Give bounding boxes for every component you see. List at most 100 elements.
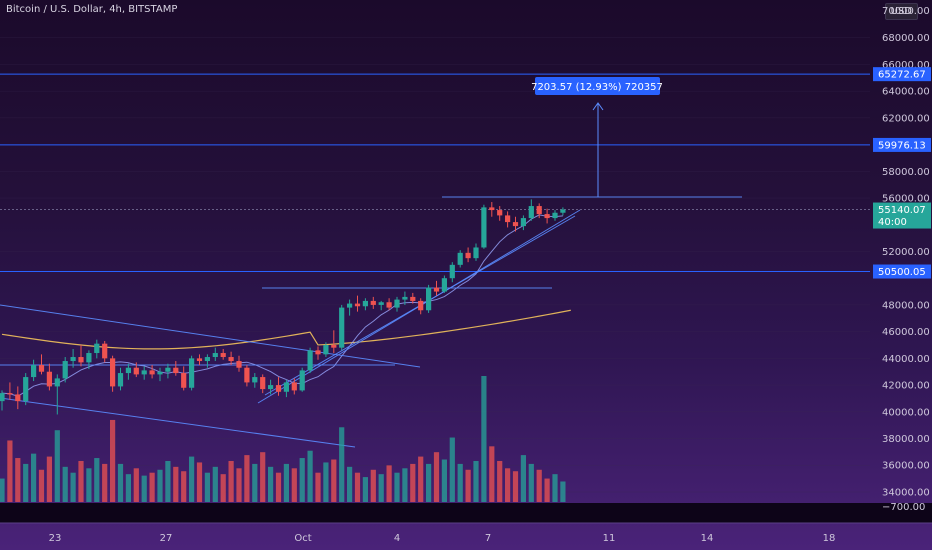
current-price-tag [873, 202, 931, 229]
candle-body [149, 370, 155, 375]
candle-body [394, 299, 400, 308]
candle-body [173, 367, 179, 374]
volume-bar [386, 465, 392, 502]
volume-bar [505, 468, 511, 502]
countdown-label: 40:00 [878, 217, 907, 228]
volume-bar [339, 427, 345, 502]
volume-bar [560, 481, 566, 502]
volume-bar [102, 463, 108, 502]
candle-body [196, 358, 203, 362]
candle-body [244, 367, 250, 383]
candle-body [457, 252, 463, 265]
candle-body [0, 393, 5, 402]
candle-body [465, 252, 471, 259]
candle-body [212, 353, 218, 358]
volume-bar [362, 477, 368, 502]
volume-bar [465, 469, 471, 502]
candle-body [418, 300, 424, 311]
level-tag-box [873, 67, 931, 82]
volume-bar [489, 446, 495, 502]
volume-bar [441, 459, 447, 502]
candle-body [133, 367, 139, 375]
time-tick-label: Oct [294, 533, 311, 544]
volume-bar [299, 458, 305, 502]
volume-bar [236, 468, 242, 502]
currency-badge[interactable]: USD [884, 3, 918, 20]
volume-bar [204, 472, 210, 502]
candle-body [299, 370, 305, 391]
candle-body [402, 296, 408, 300]
candle-body [331, 345, 337, 348]
candle-body [536, 206, 542, 215]
price-tick-label: 62000.00 [882, 113, 930, 124]
candle-body [473, 247, 479, 259]
volume-bar [15, 458, 21, 502]
level-tag-label: 59976.13 [878, 140, 926, 151]
volume-bar [457, 463, 463, 502]
volume-bar [252, 463, 258, 502]
candle-body [410, 296, 416, 301]
candle-body [15, 394, 21, 402]
candle-body [291, 382, 297, 391]
volume-bar [212, 466, 218, 502]
level-tag-box [873, 264, 931, 279]
candle-body [378, 302, 384, 305]
candle-body [307, 350, 313, 371]
candle-body [189, 358, 195, 388]
candle-body [362, 300, 368, 307]
trend-line [0, 397, 356, 448]
volume-bar [38, 469, 45, 502]
volume-bar [354, 472, 361, 502]
volume-bar [189, 456, 195, 502]
volume-bar [165, 460, 171, 502]
volume-bar [260, 452, 266, 502]
candle-body [204, 357, 210, 362]
volume-bar [481, 376, 487, 502]
price-tick-label: 44000.00 [882, 354, 930, 365]
price-tick-label: 58000.00 [882, 167, 930, 178]
candle-body [102, 343, 108, 359]
candle-body [339, 307, 345, 348]
volume-bar [331, 459, 337, 502]
volume-bar [0, 478, 5, 502]
candle-body [157, 371, 163, 375]
candle-body [323, 345, 329, 355]
volume-bar [62, 466, 68, 502]
volume-bar [181, 471, 187, 502]
volume-bar [410, 463, 416, 502]
candle-body [275, 385, 282, 392]
candle-body [181, 373, 187, 388]
level-tag-box [873, 137, 931, 152]
candle-body [110, 358, 116, 387]
ema-line [1, 309, 571, 350]
volume-bar [244, 455, 250, 502]
candle-body [252, 377, 258, 383]
candle-body [426, 287, 432, 311]
measure-tag-box [535, 77, 660, 95]
volume-bar [149, 472, 155, 502]
volume-bar [512, 471, 519, 502]
price-tick-label: 40000.00 [882, 407, 930, 418]
candle-body [117, 373, 124, 387]
volume-bar [426, 463, 432, 502]
volume-bar [117, 463, 124, 502]
candle-body [228, 357, 234, 362]
price-tick-label: 42000.00 [882, 381, 930, 392]
candle-body [125, 367, 131, 374]
price-tick-label: 34000.00 [882, 487, 930, 498]
volume-bar [315, 472, 321, 502]
time-tick-label: 7 [485, 533, 491, 544]
volume-bar [228, 460, 234, 502]
candle-body [354, 303, 361, 307]
candle-body [7, 393, 13, 395]
candle-body [268, 385, 274, 390]
volume-bar [275, 472, 282, 502]
symbol-title: Bitcoin / U.S. Dollar, 4h, BITSTAMP [6, 4, 178, 15]
candle-body [441, 278, 447, 292]
price-tick-label: 38000.00 [882, 434, 930, 445]
price-tick-label: 46000.00 [882, 327, 930, 338]
volume-bar [378, 474, 384, 502]
candle-body [560, 209, 566, 213]
